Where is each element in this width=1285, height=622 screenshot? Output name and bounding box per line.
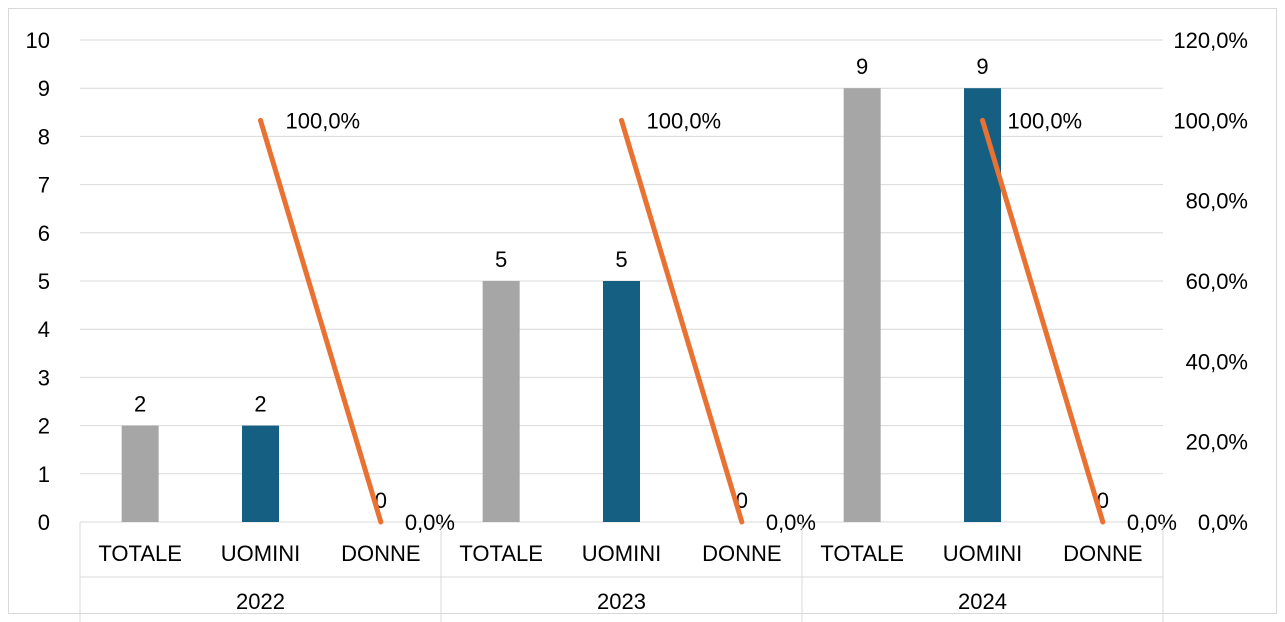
group-label: 2024 bbox=[958, 589, 1007, 614]
left-axis: 0 1 2 3 4 5 6 7 8 9 10 bbox=[26, 28, 50, 535]
x-axis: TOTALE UOMINI DONNE 2022 TOTALE UOMINI DONNE 20… bbox=[79, 522, 1164, 622]
line-data-label: 0,0% bbox=[405, 510, 455, 535]
right-axis: 0,0% 20,0% 40,0% 60,0% 80,0% 100,0% 120,0% bbox=[1173, 28, 1248, 535]
line-segment bbox=[619, 117, 745, 525]
right-axis-tick-label: 100,0% bbox=[1173, 108, 1248, 133]
bar bbox=[482, 281, 520, 522]
category-label: UOMINI bbox=[582, 541, 661, 566]
left-axis-tick-label: 1 bbox=[38, 462, 50, 487]
right-axis-tick-label: 20,0% bbox=[1186, 430, 1248, 455]
line-data-label: 100,0% bbox=[1008, 108, 1083, 133]
category-label: UOMINI bbox=[943, 541, 1022, 566]
bar-data-label: 2 bbox=[254, 392, 266, 417]
category-label: DONNE bbox=[702, 541, 781, 566]
chart-frame bbox=[8, 8, 1277, 614]
category-label: DONNE bbox=[341, 541, 420, 566]
category-label: UOMINI bbox=[221, 541, 300, 566]
left-axis-tick-label: 0 bbox=[38, 510, 50, 535]
line-series: 100,0% 0,0% 100,0% 0,0% 100,0% 0,0% bbox=[258, 108, 1177, 535]
line-data-label: 0,0% bbox=[1127, 510, 1177, 535]
line-segment bbox=[980, 117, 1106, 525]
bar bbox=[843, 88, 881, 522]
bar-data-label: 5 bbox=[495, 247, 507, 272]
line-data-label: 100,0% bbox=[286, 108, 361, 133]
right-axis-tick-label: 80,0% bbox=[1186, 189, 1248, 214]
left-axis-tick-label: 2 bbox=[38, 414, 50, 439]
right-axis-tick-label: 60,0% bbox=[1186, 269, 1248, 294]
right-axis-tick-label: 40,0% bbox=[1186, 349, 1248, 374]
left-axis-tick-label: 9 bbox=[38, 76, 50, 101]
category-label: TOTALE bbox=[98, 541, 182, 566]
left-axis-tick-label: 4 bbox=[38, 317, 50, 342]
bar-data-label: 9 bbox=[976, 54, 988, 79]
category-label: TOTALE bbox=[459, 541, 543, 566]
left-axis-tick-label: 7 bbox=[38, 173, 50, 198]
bars bbox=[121, 88, 1001, 522]
left-axis-tick-label: 8 bbox=[38, 124, 50, 149]
bar-data-label: 5 bbox=[615, 247, 627, 272]
category-label: TOTALE bbox=[820, 541, 904, 566]
line-data-label: 0,0% bbox=[766, 510, 816, 535]
group-label: 2023 bbox=[597, 589, 646, 614]
line-segment bbox=[258, 117, 384, 525]
bar-data-label: 9 bbox=[856, 54, 868, 79]
bar-data-label: 2 bbox=[134, 392, 146, 417]
right-axis-tick-label: 0,0% bbox=[1198, 510, 1248, 535]
bar bbox=[964, 88, 1001, 522]
group-label: 2022 bbox=[236, 589, 285, 614]
left-axis-tick-label: 6 bbox=[38, 221, 50, 246]
left-axis-tick-label: 10 bbox=[26, 28, 50, 53]
left-axis-tick-label: 5 bbox=[38, 269, 50, 294]
bar bbox=[121, 425, 159, 522]
right-axis-tick-label: 120,0% bbox=[1173, 28, 1248, 53]
bar bbox=[242, 425, 279, 522]
left-axis-tick-label: 3 bbox=[38, 365, 50, 390]
category-label: DONNE bbox=[1063, 541, 1142, 566]
bar bbox=[603, 281, 640, 522]
line-data-label: 100,0% bbox=[647, 108, 722, 133]
